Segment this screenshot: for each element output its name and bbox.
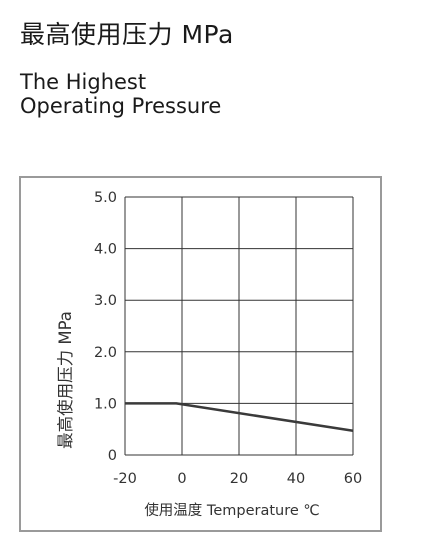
x-axis-label: 使用温度 Temperature ℃	[144, 502, 319, 519]
x-tick-label: -20	[113, 471, 137, 487]
grid-lines	[124, 196, 354, 456]
y-tick-label: 1.0	[94, 396, 117, 412]
series-line	[125, 402, 354, 432]
chart-panel	[19, 176, 382, 532]
chart-title-english: The Highest Operating Pressure	[20, 70, 221, 118]
y-tick-label: 3.0	[94, 293, 117, 309]
title-english-line-1: The Highest	[20, 70, 147, 94]
x-tick-label: 20	[230, 471, 248, 487]
y-tick-label: 5.0	[94, 190, 117, 206]
x-tick-label: 40	[287, 471, 305, 487]
x-tick-label: 0	[177, 471, 186, 487]
y-tick-label: 4.0	[94, 242, 117, 258]
title-english-line-2: Operating Pressure	[20, 94, 222, 118]
x-tick-label: 60	[344, 471, 362, 487]
series-lines	[125, 402, 354, 432]
chart-title-chinese: 最高使用压力 MPa	[20, 20, 234, 49]
y-tick-label: 0	[108, 448, 117, 464]
y-tick-label: 2.0	[94, 345, 117, 361]
x-tick-labels: -20 0 20 40 60	[113, 471, 362, 487]
y-tick-labels: 0 1.0 2.0 3.0 4.0 5.0	[94, 190, 117, 464]
y-axis-label: 最高使用压力 MPa	[56, 311, 75, 449]
